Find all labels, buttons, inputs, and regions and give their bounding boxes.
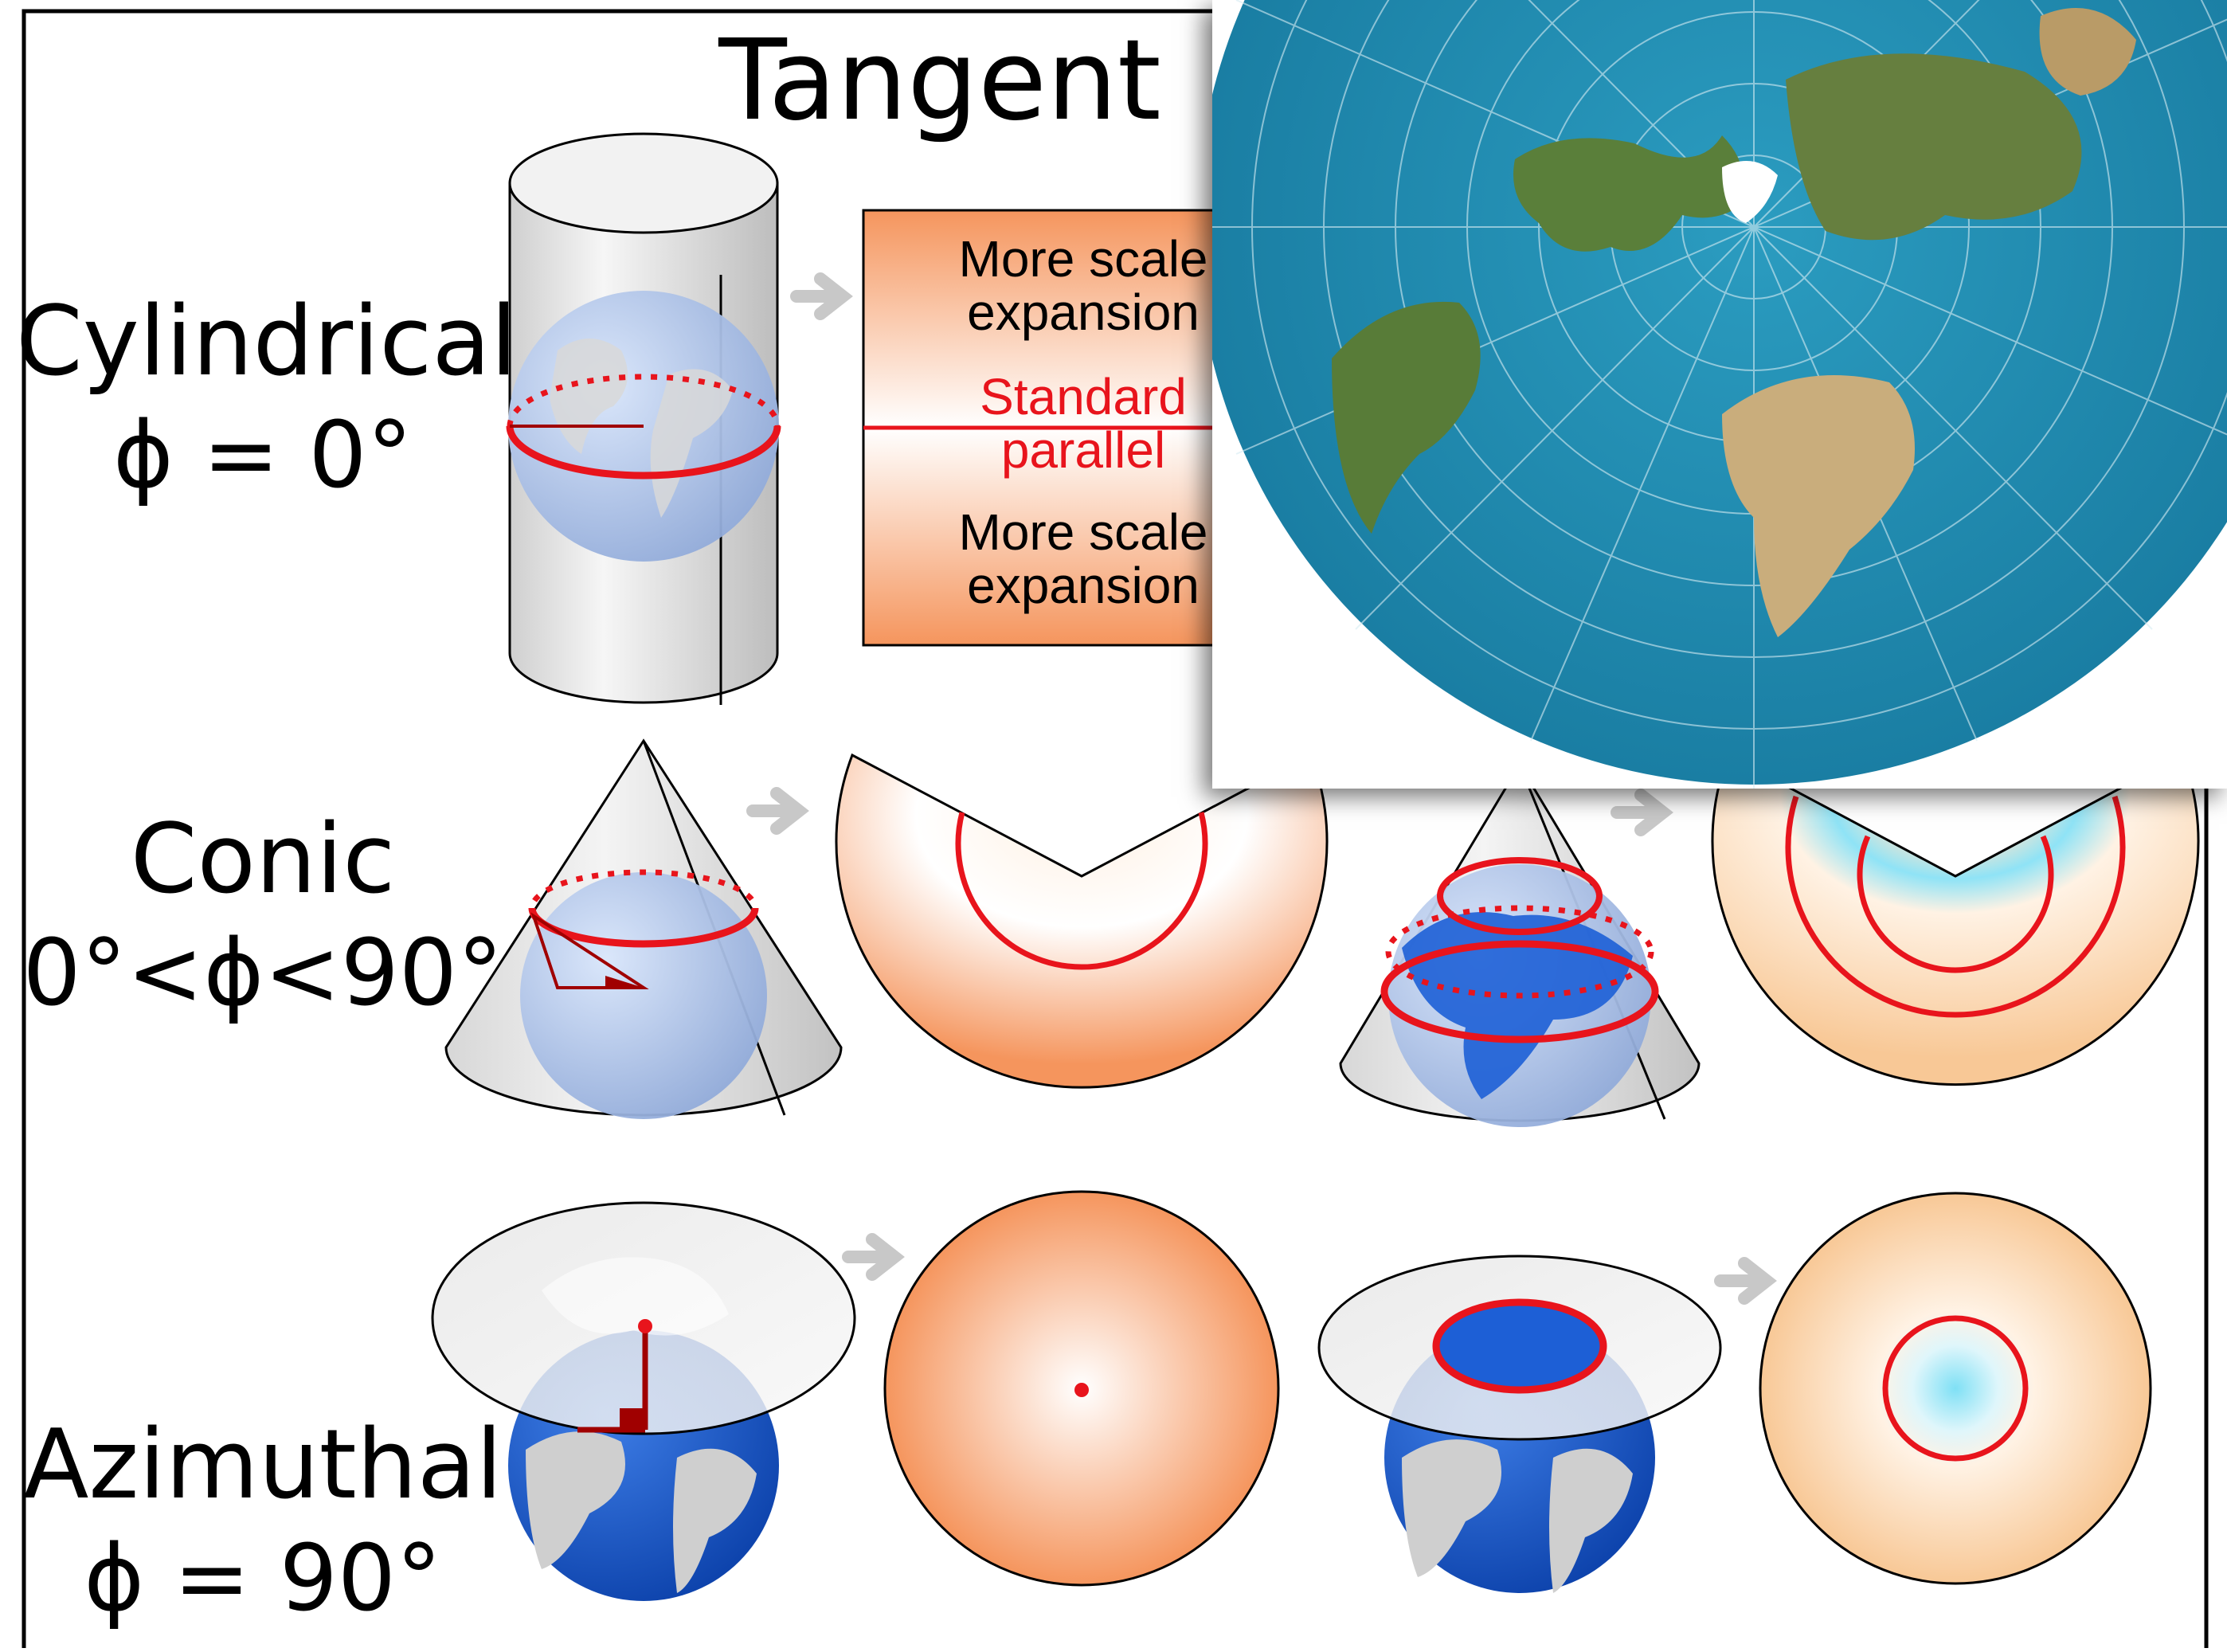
conic-fan xyxy=(835,753,1329,1089)
secant-azimuthal-disk xyxy=(1759,1192,2152,1585)
row-angle-cylindrical: ϕ = 0° xyxy=(113,402,413,509)
continents xyxy=(1332,8,2136,637)
strip-label-top: More scale expansion xyxy=(958,230,1208,341)
row-angle-azimuthal: ϕ = 90° xyxy=(84,1525,442,1632)
azimuthal-disk xyxy=(883,1190,1280,1587)
row-label-azimuthal: Azimuthal xyxy=(23,1410,503,1521)
row-label-cylindrical: Cylindrical xyxy=(16,287,518,397)
strip-label-bottom: More scale expansion xyxy=(958,503,1208,614)
globe-icon xyxy=(520,872,767,1119)
secant-azimuthal-figure xyxy=(1317,1255,1722,1593)
graticule xyxy=(1212,0,2227,789)
secant-cone-figure xyxy=(1339,762,1701,1127)
azimuthal-world-map-overlay xyxy=(1212,0,2227,789)
azimuthal-figure xyxy=(431,1201,856,1601)
strip-label-middle: Standard parallel xyxy=(980,368,1187,479)
page-title: Tangent xyxy=(718,16,1161,146)
world-map xyxy=(1212,0,2227,789)
row-label-conic: Conic xyxy=(130,804,396,915)
arrow-icon xyxy=(746,787,809,835)
arrow-icon xyxy=(1714,1257,1777,1305)
row-angle-conic: 0°<ϕ<90° xyxy=(22,920,503,1027)
cone-figure xyxy=(444,738,843,1119)
arrow-icon xyxy=(842,1233,905,1281)
arrow-icon xyxy=(1611,789,1673,836)
cylindrical-strip xyxy=(862,209,1223,647)
cylinder-figure xyxy=(506,132,781,705)
frame-border xyxy=(22,9,2209,1652)
arrow-icon xyxy=(790,272,853,320)
secant-conic-fan xyxy=(1711,753,2200,1086)
